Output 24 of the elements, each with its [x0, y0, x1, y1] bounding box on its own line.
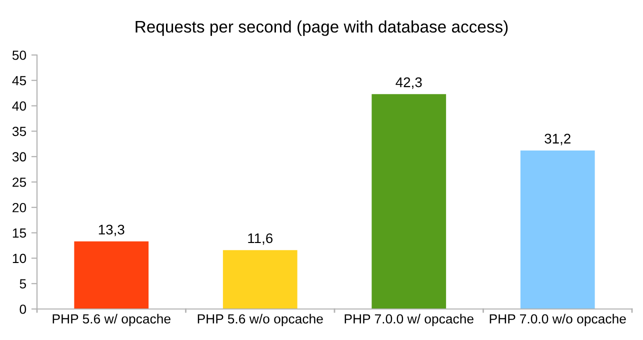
bar	[520, 150, 595, 309]
x-tick-label: PHP 7.0.0 w/ opcache	[344, 314, 474, 326]
y-tick-label: 50	[12, 50, 26, 60]
bar	[372, 94, 446, 309]
y-tick-label: 20	[12, 202, 26, 212]
y-tick-label: 5	[20, 279, 26, 289]
chart-title: Requests per second (page with database access)	[136, 20, 508, 36]
x-tick-label: PHP 7.0.0 w/o opcache	[490, 314, 626, 326]
data-label: 11,6	[248, 233, 273, 245]
y-tick-label: 40	[12, 101, 26, 111]
data-label: 31,2	[544, 134, 570, 146]
x-tick-label: PHP 5.6 w/ opcache	[52, 314, 170, 326]
y-tick-label: 45	[12, 76, 26, 86]
y-tick-label: 10	[12, 254, 26, 264]
y-tick-label: 30	[12, 152, 26, 162]
y-tick-label: 25	[12, 178, 26, 187]
bar	[74, 241, 149, 309]
data-label: 13,3	[98, 224, 124, 236]
y-tick-label: 15	[12, 228, 26, 238]
bar	[222, 250, 298, 309]
data-label: 42,3	[396, 77, 422, 89]
x-tick-label: PHP 5.6 w/o opcache	[198, 314, 323, 326]
y-tick-label: 0	[20, 304, 26, 314]
y-tick-label: 35	[12, 126, 26, 136]
